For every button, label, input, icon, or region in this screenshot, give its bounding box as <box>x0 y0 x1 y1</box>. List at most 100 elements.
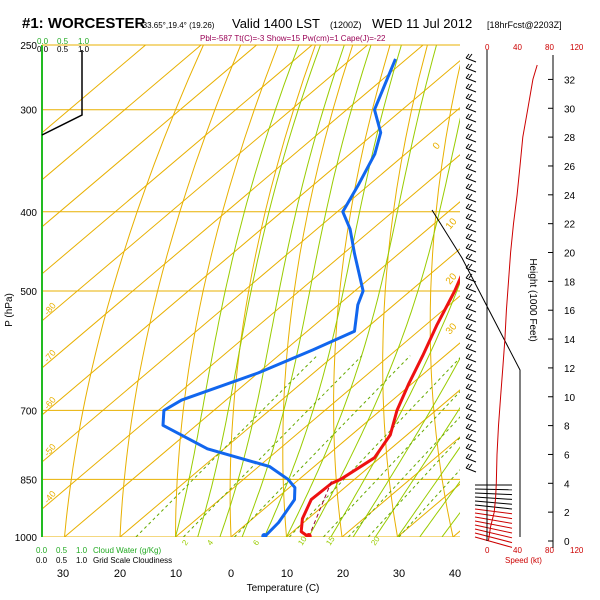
mixing-ratio-label: 4 <box>205 538 215 547</box>
wind-barb <box>465 233 477 243</box>
height-tick-label: 4 <box>564 479 570 490</box>
isotherm-line <box>64 201 460 537</box>
height-tick-label: 10 <box>564 393 576 404</box>
pressure-axis: 250 300 400 500 700 850 1000 <box>15 41 38 544</box>
surface-temperature-marker <box>305 533 312 537</box>
moist-adiabat-line <box>241 45 372 537</box>
wind-barb <box>465 143 477 153</box>
temperature-tick-label: 30 <box>57 568 69 580</box>
wind-barb <box>465 63 477 73</box>
station-coords: -33.65°,19.4° (19.26) <box>140 21 215 30</box>
pressure-tick-label: 1000 <box>15 533 38 544</box>
moist-adiabat-line <box>286 45 437 537</box>
wind-barb <box>465 163 477 173</box>
wind-barb <box>465 53 477 63</box>
wind-barb <box>465 73 477 83</box>
height-tick-label: 22 <box>564 220 576 231</box>
wind-barb <box>465 343 477 353</box>
speed-tick: 40 <box>513 546 522 555</box>
wind-barb <box>465 113 477 123</box>
dry-adiabat-label: 30 <box>444 321 460 337</box>
cloud-tick: 1.0 <box>78 45 90 54</box>
cloud-tick-green: 1.0 <box>78 37 90 46</box>
isotherm-line <box>119 248 460 537</box>
moist-adiabat-line <box>397 446 460 537</box>
cloud-tick: 0.5 <box>57 45 69 54</box>
speed-axis-label: Speed (kt) <box>505 556 542 565</box>
low-level-wind-line <box>474 516 513 524</box>
dewpoint-line <box>161 58 397 537</box>
wind-speed-profile <box>487 64 538 542</box>
height-tick-label: 30 <box>564 104 576 115</box>
forecast-tag: [18hrFcst@2203Z] <box>487 20 562 30</box>
temperature-line <box>299 275 460 537</box>
wind-barb <box>465 403 477 413</box>
speed-tick: 0 <box>485 546 490 555</box>
cloud-height-marker <box>41 50 83 136</box>
wind-barb <box>465 443 477 453</box>
wind-barb <box>465 213 477 223</box>
wind-barb <box>465 223 477 233</box>
height-tick-label: 20 <box>564 249 576 260</box>
pressure-tick-label: 400 <box>20 208 37 219</box>
cloud-tick-green: 1.0 <box>76 546 88 555</box>
temperature-tick-label: 20 <box>337 568 349 580</box>
moist-adiabat-line <box>175 45 300 537</box>
dry-adiabat-line <box>119 45 242 537</box>
wind-barb <box>465 203 477 213</box>
surface-dewpoint-marker <box>261 533 268 537</box>
height-tick-label: 18 <box>564 277 576 288</box>
low-level-wind-line <box>474 496 513 500</box>
temperature-tick-label: 10 <box>170 568 182 580</box>
isotherm-label: -50 <box>42 442 58 458</box>
isotherm-line <box>42 45 202 181</box>
tropopause-line <box>431 209 521 537</box>
low-level-wind-line <box>474 508 513 515</box>
speed-tick: 80 <box>545 546 554 555</box>
moist-adiabat-line <box>352 357 460 537</box>
dry-adiabat-line <box>382 45 428 537</box>
moist-adiabat-line <box>419 480 460 537</box>
wind-barb <box>465 293 477 303</box>
low-level-wind-line <box>474 488 513 491</box>
pressure-tick-label: 500 <box>20 287 37 298</box>
dry-adiabat-label: 10 <box>444 216 460 232</box>
valid-time: Valid 1400 LST <box>232 16 320 31</box>
isotherm-label: -40 <box>42 489 58 505</box>
pressure-tick-label: 850 <box>20 475 37 486</box>
low-level-wind-line <box>474 524 513 534</box>
isotherm-line <box>42 45 424 369</box>
wind-barb <box>465 433 477 443</box>
moist-adiabat-line <box>374 406 460 537</box>
speed-tick: 0 <box>485 43 490 52</box>
wind-barb <box>465 243 477 253</box>
height-tick-label: 8 <box>564 422 570 433</box>
wind-barb <box>465 333 477 343</box>
wind-barb <box>465 463 477 473</box>
low-level-wind-line <box>474 504 513 510</box>
wind-barb <box>465 153 477 163</box>
height-tick-label: 2 <box>564 508 570 519</box>
wind-barb <box>465 373 477 383</box>
stability-indices: Pbl=-587 Tt(C)=-3 Show=15 Pw(cm)=1 Cape(… <box>200 34 386 43</box>
cloud-tick-green: 0.0 <box>37 37 49 46</box>
wind-barb <box>465 423 477 433</box>
isotherm-line <box>42 45 257 228</box>
moist-adiabat-line <box>197 45 321 537</box>
dry-adiabat-line <box>64 45 204 537</box>
cloud-tick-green: 0.5 <box>56 546 68 555</box>
low-level-wind-line <box>474 492 513 496</box>
parcel-line <box>308 479 333 537</box>
mixing-ratio-line <box>288 357 460 537</box>
mixing-ratio-label: 2 <box>180 538 190 547</box>
wind-barbs <box>41 50 521 548</box>
dry-adiabat-label: 0 <box>431 140 443 152</box>
valid-date: WED 11 Jul 2012 <box>372 16 472 31</box>
isotherm-label: -60 <box>42 395 58 411</box>
dry-adiabat-line <box>429 63 460 537</box>
dry-adiabat-line <box>476 45 508 537</box>
isotherm-label: -80 <box>42 301 58 317</box>
wind-barb <box>465 193 477 203</box>
